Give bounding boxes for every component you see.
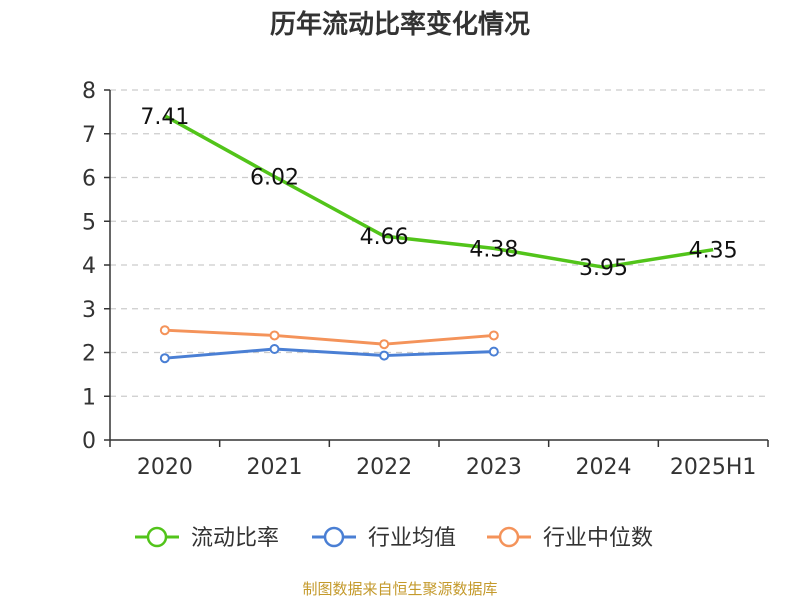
data-label: 4.38 <box>469 237 518 262</box>
y-tick-label: 4 <box>82 254 96 279</box>
y-tick-label: 8 <box>82 79 96 104</box>
data-point <box>159 353 170 364</box>
data-label: 4.35 <box>689 239 738 264</box>
data-point <box>159 325 170 336</box>
series-line-0 <box>163 114 714 269</box>
series-line-2 <box>164 328 494 346</box>
x-tick-label: 2021 <box>247 455 303 480</box>
y-tick-label: 6 <box>82 167 96 192</box>
legend-marker <box>323 526 345 548</box>
y-tick-label: 5 <box>82 210 96 235</box>
data-point <box>269 344 280 354</box>
y-tick-label: 0 <box>82 429 96 454</box>
y-tick-label: 3 <box>82 298 96 323</box>
legend-label: 行业中位数 <box>543 526 653 551</box>
legend-marker <box>146 526 168 548</box>
data-point <box>269 330 280 341</box>
axes: 0 1 2 3 4 5 6 7 8 2020 2021 2022 2023 2024 2025H1 <box>82 79 769 480</box>
y-tick-label: 7 <box>82 123 96 148</box>
legend-item-2[interactable]: 行业中位数 <box>487 526 653 551</box>
x-tick-label: 2025H1 <box>670 455 757 480</box>
series-group <box>159 114 714 364</box>
legend-marker <box>498 526 520 548</box>
y-tick-label: 2 <box>82 342 96 367</box>
data-labels: 7.41 6.02 4.66 4.38 3.95 4.35 <box>140 105 737 281</box>
data-label: 6.02 <box>250 166 299 191</box>
data-label: 7.41 <box>140 105 189 130</box>
x-tick-label: 2024 <box>576 455 632 480</box>
data-point <box>379 339 390 350</box>
data-label: 4.66 <box>360 225 409 250</box>
data-label: 3.95 <box>579 256 628 281</box>
source-note: 制图数据来自恒生聚源数据库 <box>302 580 497 598</box>
legend[interactable]: 流动比率 行业均值 行业中位数 <box>135 526 653 551</box>
legend-label: 流动比率 <box>191 526 279 551</box>
data-point <box>488 330 499 341</box>
y-tick-label: 1 <box>82 385 96 410</box>
legend-item-0[interactable]: 流动比率 <box>135 526 279 551</box>
chart-title: 历年流动比率变化情况 <box>270 9 530 40</box>
data-point <box>488 346 499 357</box>
data-point <box>379 350 390 361</box>
x-tick-label: 2022 <box>356 455 412 480</box>
x-tick-label: 2023 <box>466 455 522 480</box>
x-tick-label: 2020 <box>137 455 193 480</box>
series-line-1 <box>164 347 494 360</box>
legend-item-1[interactable]: 行业均值 <box>312 526 456 551</box>
legend-label: 行业均值 <box>368 526 456 551</box>
